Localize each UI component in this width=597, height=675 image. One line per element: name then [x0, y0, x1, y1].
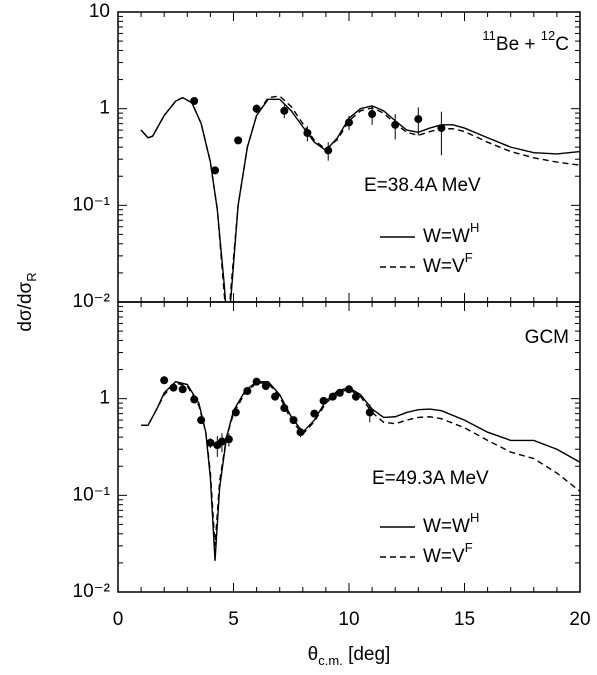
- y-tick-label: 10⁻¹: [73, 484, 111, 505]
- x-tick-label: 20: [569, 609, 590, 630]
- legend-label: W=WH: [423, 220, 479, 247]
- annotation-part: GCM: [525, 327, 569, 348]
- legend-label: W=WH: [423, 510, 479, 537]
- plot-area: [140, 95, 580, 302]
- y-tick-label: 10: [89, 1, 110, 22]
- y-tick-label: 10⁻¹: [73, 194, 111, 215]
- legend-label: W=VF: [423, 540, 473, 567]
- annotation: E=49.3A MeV: [372, 468, 489, 489]
- annotation-part: E=49.3A MeV: [372, 468, 489, 489]
- x-axis-label-part: c.m.: [318, 653, 343, 668]
- plot-frame: [117, 301, 581, 593]
- annotation: 11Be + 12C: [482, 28, 569, 55]
- x-tick-label: 0: [113, 609, 124, 630]
- annotation-part: 12: [541, 28, 555, 43]
- line-series: [141, 380, 580, 561]
- legend-label-part: W=W: [423, 226, 470, 247]
- legend-label-part: F: [465, 540, 473, 555]
- legend-label-part: W=V: [423, 256, 465, 277]
- line-series: [141, 382, 580, 546]
- annotation-part: 11: [482, 28, 496, 43]
- y-tick-label: 1: [99, 388, 110, 409]
- line-series: [140, 95, 580, 302]
- annotation-part: Be +: [496, 34, 541, 55]
- y-tick-label: 1: [99, 98, 110, 119]
- legend-label-part: F: [465, 250, 473, 265]
- y-axis-label-part: R: [24, 272, 39, 281]
- annotation: E=38.4A MeV: [364, 175, 481, 196]
- annotation-part: E=38.4A MeV: [364, 175, 481, 196]
- y-axis-label-part: dσ/dσ: [15, 281, 36, 331]
- annotation: GCM: [525, 327, 569, 348]
- x-axis-label-part: [deg]: [343, 644, 391, 665]
- line-series: [140, 96, 580, 302]
- annotation-part: C: [555, 34, 569, 55]
- y-axis-label: dσ/dσR: [15, 272, 39, 331]
- y-tick-label: 10⁻²: [73, 291, 111, 312]
- x-tick-label: 5: [228, 609, 239, 630]
- legend-label-part: H: [470, 220, 479, 235]
- x-tick-label: 15: [454, 609, 475, 630]
- x-tick-label: 10: [338, 609, 359, 630]
- legend-label-part: W=V: [423, 546, 465, 567]
- legend-label: W=VF: [423, 250, 473, 277]
- y-tick-label: 10⁻²: [73, 581, 111, 602]
- plot-area: [141, 376, 580, 561]
- plot-frame: [117, 11, 581, 303]
- x-axis-label-part: θ: [308, 644, 319, 665]
- legend-label-part: W=W: [423, 516, 470, 537]
- legend-label-part: H: [470, 510, 479, 525]
- x-axis-label: θc.m. [deg]: [308, 644, 391, 668]
